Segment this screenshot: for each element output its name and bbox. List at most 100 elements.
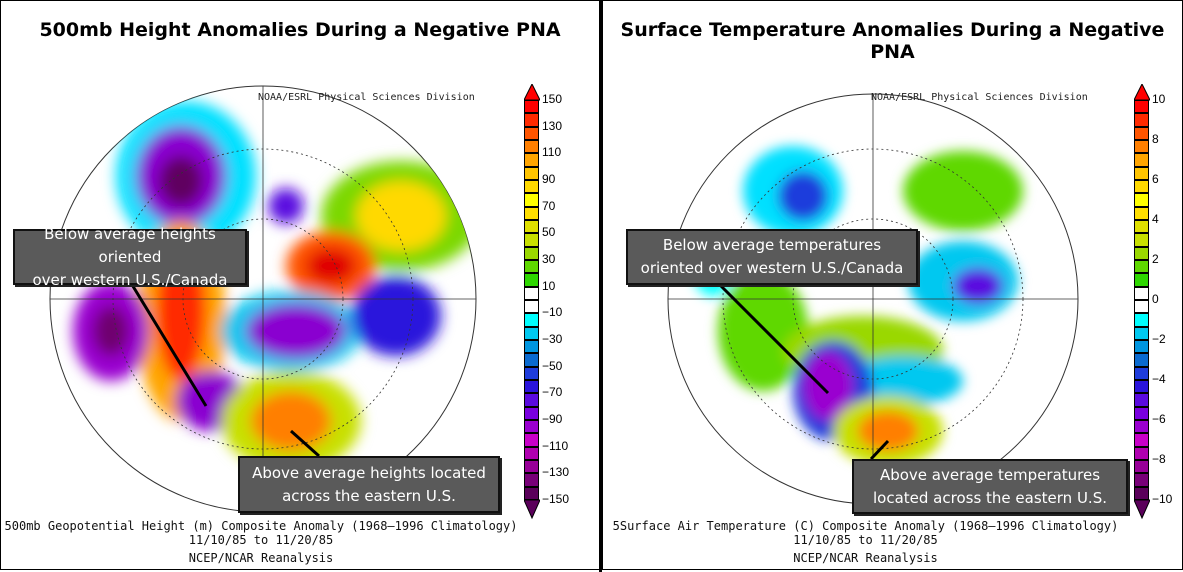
colorbar-swatch xyxy=(1134,140,1149,154)
colorbar-swatch xyxy=(1134,340,1149,354)
callout-arrows xyxy=(129,282,320,458)
colorbar-swatch xyxy=(524,140,539,154)
colorbar-label: 2 xyxy=(1152,252,1159,266)
colorbar-label: −10 xyxy=(542,305,563,320)
colorbar-label: 10 xyxy=(1152,92,1166,106)
colorbar-swatch xyxy=(1134,273,1149,287)
caption-source: NCEP/NCAR Reanalysis xyxy=(188,551,334,565)
left-title: 500mb Height Anomalies During a Negative… xyxy=(39,19,561,41)
colorbar-swatch xyxy=(1134,446,1149,460)
caption-line: 500mb Geopotential Height (m) Composite … xyxy=(4,519,518,533)
colorbar-label: 130 xyxy=(542,118,563,133)
colorbar-label: −90 xyxy=(542,412,563,426)
colorbar-swatch xyxy=(524,260,539,274)
colorbar-swatch xyxy=(524,313,539,327)
colorbar-label: −4 xyxy=(1152,372,1166,386)
colorbar-swatch xyxy=(524,220,539,234)
callout-line: oriented over western U.S./Canada xyxy=(640,259,904,277)
colorbar-swatch xyxy=(524,473,539,487)
colorbar-swatch xyxy=(1134,180,1149,194)
colorbar-end-arrows xyxy=(1134,84,1150,520)
colorbar-swatch xyxy=(524,460,539,474)
height-anomaly-map xyxy=(49,85,477,513)
colorbar-swatch xyxy=(524,406,539,420)
colorbar-swatch xyxy=(1134,113,1149,127)
colorbar-swatch xyxy=(524,233,539,247)
colorbar-swatch xyxy=(524,446,539,460)
colorbar-label: 30 xyxy=(542,252,556,266)
colorbar-label: 150 xyxy=(542,92,563,106)
colorbar-swatch xyxy=(524,180,539,194)
colorbar-swatch xyxy=(1134,246,1149,260)
colorbar-label: 6 xyxy=(1152,172,1159,186)
colorbar-swatch xyxy=(524,380,539,394)
colorbar-swatch xyxy=(524,486,539,500)
colorbar-swatch xyxy=(524,113,539,127)
colorbar-label: −6 xyxy=(1152,412,1166,426)
right-callout-above-average: Above average temperatures located acros… xyxy=(852,459,1128,514)
callout-line: Above average heights located xyxy=(252,463,486,482)
colorbar-label: 0 xyxy=(1152,292,1159,306)
colorbar-swatch xyxy=(524,193,539,207)
colorbar-swatch xyxy=(524,126,539,140)
colorbar-swatch xyxy=(1134,473,1149,487)
colorbar-swatch xyxy=(1134,260,1149,274)
colorbar-swatch xyxy=(524,353,539,367)
colorbar-swatch xyxy=(1134,433,1149,447)
colorbar-swatch xyxy=(1134,353,1149,367)
colorbar-label: −130 xyxy=(542,465,570,480)
colorbar-swatch xyxy=(1134,193,1149,207)
colorbar-swatch xyxy=(524,326,539,340)
left-credit: NOAA/ESRL Physical Sciences Division xyxy=(258,92,475,103)
callout-line: over western U.S./Canada xyxy=(32,270,228,289)
caption-date: 11/10/85 to 11/20/85 xyxy=(793,533,938,547)
colorbar-label: 70 xyxy=(542,198,556,213)
left-panel-500mb: 500mb Height Anomalies During a Negative… xyxy=(0,0,600,570)
colorbar-swatch xyxy=(524,300,539,314)
colorbar-swatch xyxy=(524,166,539,180)
colorbar-swatch xyxy=(1134,406,1149,420)
right-colorbar: 10 8 6 4 2 0 −2 −4 −6 −8 −10 xyxy=(1134,84,1183,521)
colorbar-swatch xyxy=(1134,286,1149,300)
colorbar-swatch xyxy=(524,420,539,434)
colorbar-label: 90 xyxy=(542,172,556,186)
colorbar-swatch xyxy=(1134,300,1149,314)
colorbar-swatch xyxy=(524,273,539,287)
colorbar-swatch xyxy=(524,153,539,167)
colorbar-swatch xyxy=(1134,313,1149,327)
colorbar-label: −70 xyxy=(542,385,563,400)
colorbar-label: 8 xyxy=(1152,132,1159,146)
right-title: Surface Temperature Anomalies During a N… xyxy=(620,19,1165,63)
colorbar-swatch xyxy=(1134,126,1149,140)
colorbar-swatch xyxy=(1134,233,1149,247)
colorbar-swatch xyxy=(1134,366,1149,380)
callout-line: across the eastern U.S. xyxy=(282,486,456,505)
colorbar-swatch xyxy=(1134,220,1149,234)
callout-line: located across the eastern U.S. xyxy=(873,488,1107,507)
colorbar-label: −2 xyxy=(1152,332,1166,346)
left-callout-below-average: Below average heights oriented over west… xyxy=(13,225,247,289)
colorbar-label: −8 xyxy=(1152,452,1166,466)
caption-source: NCEP/NCAR Reanalysis xyxy=(793,551,938,565)
colorbar-swatch xyxy=(1134,380,1149,394)
colorbar-label: 4 xyxy=(1152,212,1159,226)
right-callout-below-average: Below average temperatures oriented over… xyxy=(626,229,918,285)
colorbar-swatch xyxy=(1134,166,1149,180)
colorbar-swatch xyxy=(1134,486,1149,500)
colorbar-swatch xyxy=(524,393,539,407)
colorbar-swatch xyxy=(524,100,539,114)
colorbar-label: 50 xyxy=(542,225,556,240)
colorbar-swatch xyxy=(1134,420,1149,434)
left-colorbar: 150 130 110 90 70 50 30 10 −10 −30 −50 −70 −90 −110 −1… xyxy=(524,84,599,521)
colorbar-swatch xyxy=(1134,100,1149,114)
colorbar-end-arrows xyxy=(524,84,540,520)
temperature-anomaly-map xyxy=(667,93,1079,505)
colorbar-swatch xyxy=(1134,326,1149,340)
colorbar-swatch xyxy=(524,433,539,447)
callout-arrows xyxy=(716,281,890,461)
left-caption: 500mb Geopotential Height (m) Composite … xyxy=(1,519,521,565)
right-panel-surface-temp: Surface Temperature Anomalies During a N… xyxy=(602,0,1183,570)
right-caption: 5Surface Air Temperature (C) Composite A… xyxy=(603,519,1128,565)
colorbar-label: −50 xyxy=(542,358,563,373)
callout-line: Above average temperatures xyxy=(879,465,1101,484)
